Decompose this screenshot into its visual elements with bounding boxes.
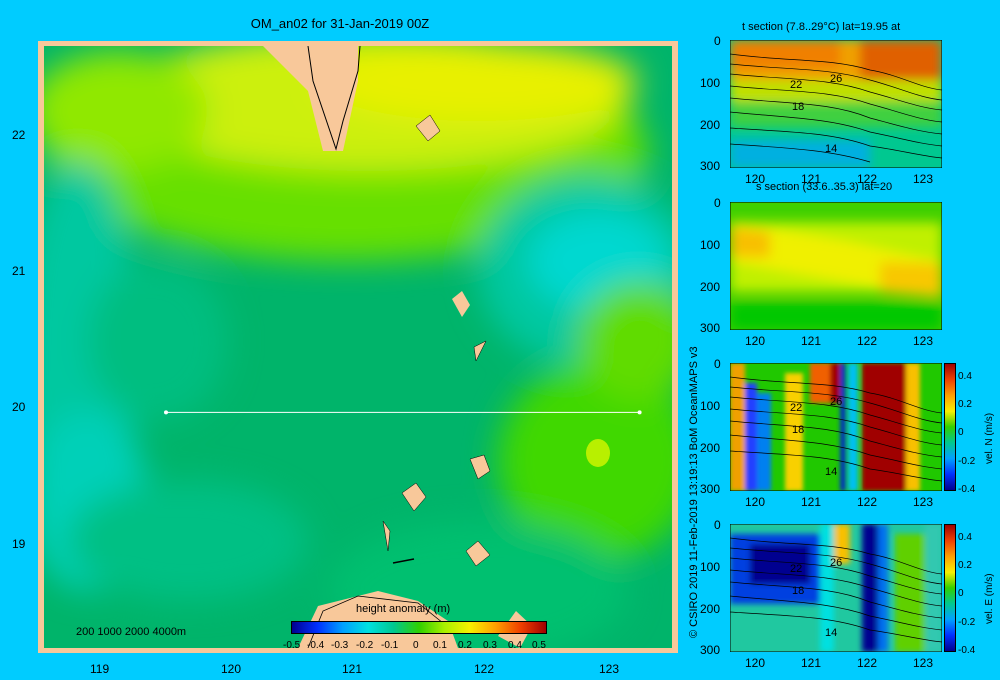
vel-e-colorbar xyxy=(944,524,956,652)
vel-e-section-plot: 22 26 18 14 xyxy=(730,524,942,652)
credit-text: © CSIRO 2019 11-Feb-2019 13:19:13 BoM Oc… xyxy=(688,346,700,638)
panel-xtick: 121 xyxy=(801,334,822,348)
vel-e-label: vel. E (m/s) xyxy=(984,573,995,624)
vel-n-tick: 0.4 xyxy=(958,371,972,382)
panel-title: t section (7.8..29°C) lat=19.95 at xyxy=(742,21,901,33)
colorbar-label: height anomaly (m) xyxy=(356,603,451,615)
map-xtick: 122 xyxy=(474,662,495,676)
vel-n-section-plot: 22 26 18 14 xyxy=(730,363,942,491)
panel-ytick: 200 xyxy=(700,280,721,294)
vel-n-colorbar xyxy=(944,363,956,491)
depth-legend: 200 1000 2000 4000m xyxy=(76,626,186,638)
warm-eddy-core xyxy=(586,439,610,467)
contour-label: 14 xyxy=(825,466,837,478)
panel-xtick: 122 xyxy=(857,172,878,186)
contour-label: 18 xyxy=(792,424,804,436)
panel-ytick: 300 xyxy=(700,482,721,496)
vel-e-tick: -0.4 xyxy=(958,645,976,656)
contour-label: 18 xyxy=(792,101,804,113)
colorbar-tick: -0.1 xyxy=(381,640,399,651)
panel-ytick: 300 xyxy=(700,159,721,173)
vel-e-tick: 0.4 xyxy=(958,532,972,543)
panel-xtick: 120 xyxy=(745,172,766,186)
colorbar-tick: 0.4 xyxy=(508,640,522,651)
vel-e-tick: 0 xyxy=(958,588,964,599)
panel-xtick: 123 xyxy=(913,334,934,348)
colorbar-tick: -0.2 xyxy=(356,640,374,651)
panel-xtick: 120 xyxy=(745,656,766,670)
panel-xtick: 122 xyxy=(857,334,878,348)
panel-xtick: 123 xyxy=(913,656,934,670)
s-section-plot xyxy=(730,202,942,330)
vel-n-tick: 0 xyxy=(958,427,964,438)
contour-label: 18 xyxy=(792,585,804,597)
panel-ytick: 100 xyxy=(700,76,721,90)
panel-ytick: 0 xyxy=(714,518,721,532)
vel-n-tick: 0.2 xyxy=(958,399,972,410)
contour-label: 22 xyxy=(790,79,802,91)
section-line-start xyxy=(164,410,168,415)
panel-xtick: 123 xyxy=(913,172,934,186)
panel-ytick: 200 xyxy=(700,118,721,132)
panel-xtick: 120 xyxy=(745,334,766,348)
panel-ytick: 100 xyxy=(700,399,721,413)
colorbar-tick: 0 xyxy=(413,640,419,651)
contour-label: 14 xyxy=(825,143,837,155)
panel-xtick: 121 xyxy=(801,172,822,186)
panel-xtick: 121 xyxy=(801,656,822,670)
contour-label: 26 xyxy=(830,557,842,569)
land-taiwan xyxy=(263,46,358,151)
panel-xtick: 120 xyxy=(745,495,766,509)
map-xtick: 119 xyxy=(90,662,110,676)
panel-ytick: 100 xyxy=(700,238,721,252)
height-colorbar xyxy=(291,621,547,634)
colorbar-tick: 0.5 xyxy=(532,640,546,651)
contour-label: 22 xyxy=(790,402,802,414)
t-section-plot: 22 26 18 14 xyxy=(730,40,942,168)
panel-ytick: 200 xyxy=(700,602,721,616)
colorbar-tick: 0.2 xyxy=(458,640,472,651)
panel-xtick: 122 xyxy=(857,495,878,509)
panel-title: s section (33.6..35.3) lat=20 xyxy=(756,181,893,193)
colorbar-tick: -0.4 xyxy=(307,640,325,651)
panel-xtick: 123 xyxy=(913,495,934,509)
map-title: OM_an02 for 31-Jan-2019 00Z xyxy=(250,16,430,31)
colorbar-tick: 0.3 xyxy=(483,640,497,651)
colorbar-tick: -0.3 xyxy=(331,640,349,651)
map-ytick: 20 xyxy=(12,400,26,414)
panel-ytick: 0 xyxy=(714,357,721,371)
map-xtick: 120 xyxy=(221,662,242,676)
panel-xtick: 122 xyxy=(857,656,878,670)
panel-ytick: 0 xyxy=(714,34,721,48)
map-ytick: 21 xyxy=(12,264,26,278)
vel-n-tick: -0.4 xyxy=(958,484,976,495)
contour-label: 22 xyxy=(790,563,802,575)
contour-label: 14 xyxy=(825,627,837,639)
section-line-marker xyxy=(164,410,642,415)
section-line-end xyxy=(637,410,642,415)
contour-label: 26 xyxy=(830,73,842,85)
panel-xtick: 121 xyxy=(801,495,822,509)
vel-e-tick: 0.2 xyxy=(958,560,972,571)
map-ytick: 22 xyxy=(12,128,26,142)
panel-ytick: 0 xyxy=(714,196,721,210)
map-xtick: 123 xyxy=(599,662,620,676)
panel-ytick: 200 xyxy=(700,441,721,455)
map-xtick: 121 xyxy=(342,662,363,676)
panel-ytick: 300 xyxy=(700,321,721,335)
contour-label: 26 xyxy=(830,396,842,408)
panel-ytick: 300 xyxy=(700,643,721,657)
map-plot: 200 1000 2000 4000m xyxy=(38,41,678,653)
panel-ytick: 100 xyxy=(700,560,721,574)
vel-n-label: vel. N (m/s) xyxy=(984,412,995,464)
colorbar-tick: 0.1 xyxy=(433,640,447,651)
colorbar-tick: -0.5 xyxy=(283,640,301,651)
vel-n-tick: -0.2 xyxy=(958,456,976,467)
map-ytick: 19 xyxy=(12,537,26,551)
vel-e-tick: -0.2 xyxy=(958,617,976,628)
